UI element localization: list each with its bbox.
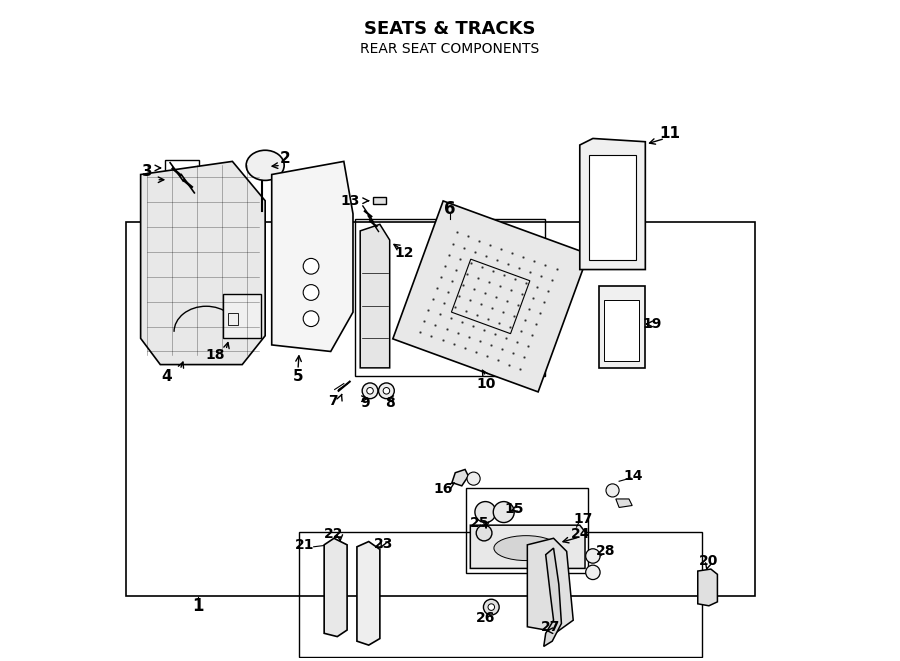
Polygon shape xyxy=(272,161,353,352)
Text: 24: 24 xyxy=(572,527,590,541)
Bar xyxy=(604,300,639,362)
Circle shape xyxy=(475,502,496,523)
Circle shape xyxy=(483,600,500,615)
Text: REAR SEAT COMPONENTS: REAR SEAT COMPONENTS xyxy=(360,42,540,56)
Polygon shape xyxy=(357,541,380,645)
Circle shape xyxy=(488,603,495,610)
Text: 27: 27 xyxy=(541,620,560,634)
Text: 17: 17 xyxy=(573,512,593,525)
Circle shape xyxy=(476,525,492,541)
Text: 1: 1 xyxy=(192,597,203,615)
Ellipse shape xyxy=(494,535,558,561)
Bar xyxy=(165,160,199,192)
Text: 20: 20 xyxy=(699,554,718,568)
Circle shape xyxy=(379,383,394,399)
Text: 19: 19 xyxy=(643,317,662,331)
Text: 28: 28 xyxy=(596,545,616,559)
Text: 10: 10 xyxy=(476,377,496,391)
Circle shape xyxy=(586,565,600,580)
Circle shape xyxy=(586,549,600,563)
Text: 15: 15 xyxy=(505,502,524,516)
Polygon shape xyxy=(616,499,632,508)
Polygon shape xyxy=(471,525,585,568)
Bar xyxy=(466,488,588,573)
Circle shape xyxy=(493,502,514,523)
Circle shape xyxy=(467,472,481,485)
Text: 12: 12 xyxy=(394,246,414,260)
Circle shape xyxy=(383,387,390,394)
Text: 13: 13 xyxy=(341,194,360,208)
Polygon shape xyxy=(527,538,573,632)
Polygon shape xyxy=(324,538,347,637)
Circle shape xyxy=(606,484,619,497)
Circle shape xyxy=(367,387,374,394)
Text: 21: 21 xyxy=(294,539,314,553)
Text: 23: 23 xyxy=(374,537,392,551)
Bar xyxy=(126,222,755,596)
Polygon shape xyxy=(698,569,717,605)
Circle shape xyxy=(303,285,319,300)
Polygon shape xyxy=(599,286,645,368)
Bar xyxy=(222,293,261,338)
Text: 8: 8 xyxy=(385,395,394,410)
Polygon shape xyxy=(373,198,386,204)
Circle shape xyxy=(303,258,319,274)
Text: SEATS & TRACKS: SEATS & TRACKS xyxy=(364,20,536,38)
Polygon shape xyxy=(452,469,468,486)
Bar xyxy=(228,313,238,325)
Polygon shape xyxy=(580,138,645,270)
Text: 9: 9 xyxy=(360,395,370,410)
Polygon shape xyxy=(589,155,636,260)
Polygon shape xyxy=(360,224,390,368)
Ellipse shape xyxy=(247,150,284,180)
Bar xyxy=(299,532,702,657)
Text: 25: 25 xyxy=(470,516,490,529)
Text: 5: 5 xyxy=(292,369,303,384)
Text: 7: 7 xyxy=(328,394,338,408)
Polygon shape xyxy=(140,161,266,365)
Text: 4: 4 xyxy=(161,369,172,384)
Bar xyxy=(355,219,545,376)
Text: 26: 26 xyxy=(476,611,496,625)
Text: 3: 3 xyxy=(142,165,152,179)
Polygon shape xyxy=(544,548,562,646)
Circle shape xyxy=(303,311,319,327)
Circle shape xyxy=(362,383,378,399)
Polygon shape xyxy=(392,201,589,392)
Text: 6: 6 xyxy=(445,200,455,218)
Text: 18: 18 xyxy=(205,348,225,362)
Text: 2: 2 xyxy=(280,151,290,167)
Text: 11: 11 xyxy=(659,126,680,141)
Text: 22: 22 xyxy=(324,527,343,541)
Text: 14: 14 xyxy=(624,469,644,483)
Text: 16: 16 xyxy=(434,482,453,496)
